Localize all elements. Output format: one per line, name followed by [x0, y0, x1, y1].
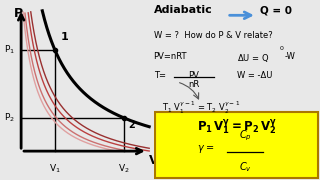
FancyBboxPatch shape — [155, 112, 318, 178]
Text: W = ?  How do P & V relate?: W = ? How do P & V relate? — [154, 31, 272, 40]
Text: $C_v$: $C_v$ — [239, 161, 252, 174]
Text: P$_2$: P$_2$ — [4, 112, 15, 124]
Text: $\gamma$ =: $\gamma$ = — [197, 143, 215, 155]
Text: PV=nRT: PV=nRT — [154, 52, 187, 61]
Text: T$_1$ V$_1^{\gamma-1}$ = T$_2$ V$_2^{\gamma-1}$: T$_1$ V$_1^{\gamma-1}$ = T$_2$ V$_2^{\ga… — [162, 100, 240, 116]
Text: P: P — [14, 7, 23, 20]
Text: $\Delta$U = Q: $\Delta$U = Q — [237, 52, 269, 64]
Text: 1: 1 — [61, 32, 68, 42]
Text: 2: 2 — [129, 120, 135, 130]
Text: $\mathbf{P_1\, V_1^\gamma = P_2\, V_2^\gamma}$: $\mathbf{P_1\, V_1^\gamma = P_2\, V_2^\g… — [197, 117, 277, 136]
Text: 0: 0 — [280, 46, 284, 51]
Text: Q = 0: Q = 0 — [260, 5, 292, 15]
Text: V$_1$: V$_1$ — [49, 163, 61, 175]
Text: PV: PV — [188, 71, 199, 80]
Text: nR: nR — [188, 80, 199, 89]
Text: P$_1$: P$_1$ — [4, 44, 15, 56]
Text: $C_p$: $C_p$ — [239, 128, 252, 143]
Text: -W: -W — [285, 52, 296, 61]
Text: W = -ΔU: W = -ΔU — [237, 71, 272, 80]
Text: V$_2$: V$_2$ — [118, 163, 130, 175]
Text: T=: T= — [154, 71, 166, 80]
Text: Adiabatic: Adiabatic — [154, 5, 212, 15]
Text: V: V — [149, 154, 159, 167]
